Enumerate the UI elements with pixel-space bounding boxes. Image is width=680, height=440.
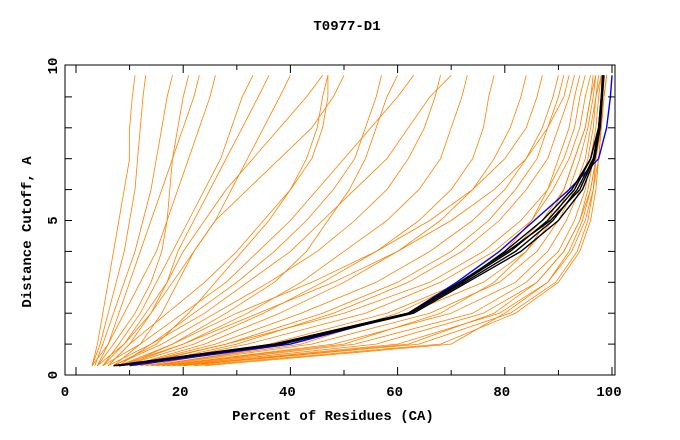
model-curve — [140, 75, 575, 367]
model-curve — [118, 75, 468, 367]
model-curve — [193, 75, 607, 367]
axis-ticks — [65, 65, 615, 375]
model-curve — [129, 75, 586, 367]
y-tick-labels: 0 5 10 — [46, 58, 62, 380]
model-curve — [97, 75, 200, 366]
model-curve — [94, 75, 173, 366]
model-curves — [91, 75, 607, 367]
model-curve — [91, 75, 136, 366]
model-curve — [113, 75, 329, 367]
model-curve — [183, 75, 607, 367]
model-curve — [102, 75, 254, 366]
y-tick-label: 5 — [46, 216, 62, 224]
reference-curves — [113, 75, 605, 367]
x-tick-label: 0 — [61, 385, 69, 401]
model-curve — [124, 75, 570, 367]
x-tick-label: 40 — [279, 385, 296, 401]
model-curve — [134, 75, 565, 367]
x-tick-label: 20 — [172, 385, 189, 401]
x-tick-label: 100 — [596, 385, 621, 401]
chart-title: T0977-D1 — [313, 19, 380, 35]
model-curve — [118, 75, 543, 367]
x-tick-label: 80 — [493, 385, 510, 401]
y-tick-label: 0 — [46, 371, 62, 379]
x-tick-labels: 0 20 40 60 80 100 — [61, 385, 622, 401]
model-curve — [124, 75, 495, 367]
model-curve — [129, 75, 527, 367]
model-curve — [108, 75, 452, 367]
model-curve — [102, 75, 415, 367]
model-curve — [113, 75, 441, 367]
model-curve — [97, 75, 189, 366]
model-curve — [140, 75, 591, 367]
reference-curve — [118, 75, 605, 367]
y-axis-label: Distance Cutoff, A — [20, 156, 36, 308]
model-curve — [107, 75, 329, 366]
model-curve — [118, 75, 382, 367]
x-axis-label: Percent of Residues (CA) — [232, 409, 434, 425]
model-curve — [91, 75, 147, 366]
model-curve — [97, 75, 270, 367]
y-tick-label: 10 — [46, 58, 62, 75]
model-curve — [167, 75, 602, 367]
model-curve — [161, 75, 602, 367]
model-curve — [129, 75, 559, 367]
x-tick-label: 60 — [386, 385, 403, 401]
reference-curve — [113, 75, 605, 367]
model-curve — [124, 75, 398, 367]
model-curve — [204, 75, 605, 367]
model-curve — [102, 75, 323, 366]
model-curve — [177, 75, 605, 367]
